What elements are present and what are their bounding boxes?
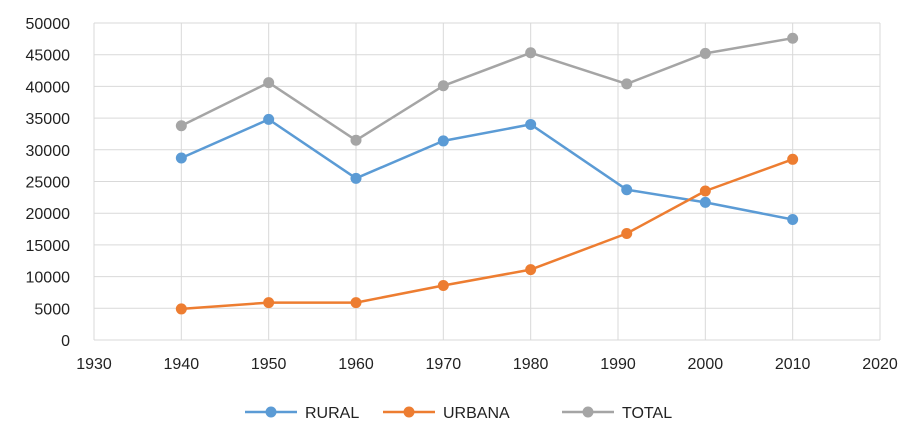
- y-axis-ticks: 0 5000 10000 15000 20000 25000 30000 35000 40000…: [26, 16, 71, 350]
- data-point-urbana: [437, 279, 449, 291]
- data-point-total: [263, 77, 275, 89]
- x-tick-label: 2000: [688, 356, 724, 373]
- data-point-rural: [621, 184, 633, 196]
- data-point-rural: [699, 196, 711, 208]
- y-tick-label: 15000: [26, 238, 71, 255]
- data-point-rural: [787, 214, 799, 226]
- data-point-total: [787, 32, 799, 44]
- data-point-urbana: [621, 227, 633, 239]
- y-tick-label: 5000: [34, 301, 70, 318]
- series-urbana: [175, 153, 799, 315]
- y-tick-label: 0: [61, 333, 70, 350]
- data-point-total: [621, 78, 633, 90]
- data-point-rural: [350, 172, 362, 184]
- data-point-total: [437, 80, 449, 92]
- x-tick-label: 1970: [426, 356, 462, 373]
- data-point-rural: [175, 152, 187, 164]
- legend-swatch-marker: [582, 406, 594, 418]
- y-tick-label: 30000: [26, 143, 71, 160]
- x-tick-label: 1950: [251, 356, 287, 373]
- legend-swatch-marker: [403, 406, 415, 418]
- series-line-total: [180, 36, 793, 142]
- data-point-urbana: [263, 297, 275, 309]
- series-line-rural: [180, 118, 793, 221]
- data-point-total: [699, 47, 711, 59]
- legend-item-rural: RURAL: [245, 405, 359, 421]
- data-point-total: [525, 47, 537, 59]
- y-tick-label: 20000: [26, 206, 71, 223]
- y-tick-label: 25000: [26, 175, 71, 192]
- y-tick-label: 50000: [26, 16, 71, 33]
- x-tick-label: 1960: [338, 356, 374, 373]
- x-tick-label: 1980: [513, 356, 549, 373]
- data-point-rural: [263, 113, 275, 125]
- series-total: [175, 32, 799, 146]
- legend-swatch-marker: [265, 406, 277, 418]
- legend-label: TOTAL: [622, 405, 672, 421]
- y-tick-label: 35000: [26, 111, 71, 128]
- legend-label: URBANA: [443, 405, 510, 421]
- series-lines: [175, 32, 799, 315]
- series-line-urbana: [181, 158, 794, 311]
- x-tick-label: 1990: [600, 356, 636, 373]
- data-point-urbana: [350, 297, 362, 309]
- x-tick-label: 2020: [862, 356, 898, 373]
- series-rural: [175, 113, 799, 226]
- y-tick-label: 10000: [26, 270, 71, 287]
- data-point-urbana: [175, 303, 187, 315]
- legend: RURAL URBANA TOTAL: [245, 405, 672, 421]
- legend-item-urbana: URBANA: [383, 405, 510, 421]
- y-tick-label: 45000: [26, 48, 71, 65]
- data-point-rural: [525, 118, 537, 130]
- data-point-total: [350, 134, 362, 146]
- x-tick-label: 1930: [76, 356, 112, 373]
- x-tick-label: 1940: [164, 356, 200, 373]
- data-point-urbana: [525, 264, 537, 276]
- x-tick-label: 2010: [775, 356, 811, 373]
- legend-item-total: TOTAL: [562, 405, 672, 421]
- data-point-urbana: [699, 185, 711, 197]
- data-point-rural: [437, 135, 449, 147]
- data-point-urbana: [787, 153, 799, 165]
- y-tick-label: 40000: [26, 79, 71, 96]
- x-axis-ticks: 1930 1940 1950 1960 1970 1980 1990 2000 2010 2020: [76, 356, 898, 373]
- legend-label: RURAL: [305, 405, 359, 421]
- grid: [93, 22, 881, 341]
- data-point-total: [175, 120, 187, 132]
